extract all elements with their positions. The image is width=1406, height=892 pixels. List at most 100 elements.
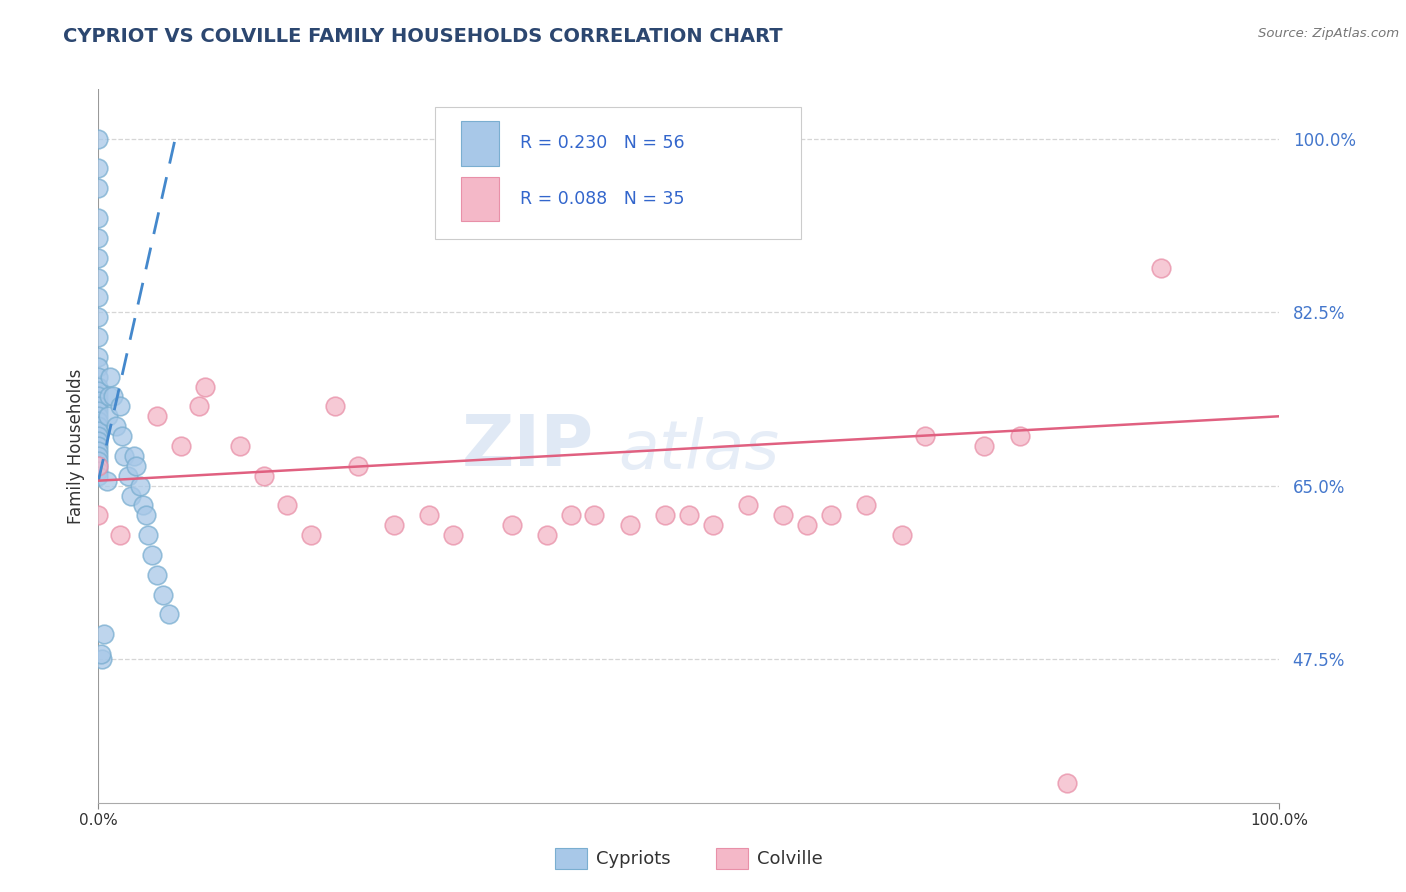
Point bbox=[536, 528, 558, 542]
Point bbox=[87, 310, 110, 325]
Point bbox=[87, 468, 110, 483]
Point bbox=[973, 439, 995, 453]
Point bbox=[121, 489, 143, 503]
Point bbox=[135, 508, 157, 523]
Point bbox=[87, 132, 110, 146]
Point bbox=[87, 290, 110, 304]
Point bbox=[157, 607, 180, 622]
Point bbox=[772, 508, 794, 523]
Text: atlas: atlas bbox=[619, 417, 779, 483]
Point bbox=[299, 528, 322, 542]
Point bbox=[187, 400, 209, 414]
Point bbox=[87, 434, 110, 448]
Point bbox=[87, 419, 110, 434]
Point bbox=[101, 389, 124, 403]
Point bbox=[117, 468, 139, 483]
FancyBboxPatch shape bbox=[461, 121, 499, 166]
Point bbox=[146, 567, 169, 582]
Point bbox=[194, 379, 217, 393]
Point bbox=[87, 409, 110, 424]
Point bbox=[890, 528, 912, 542]
Point bbox=[141, 548, 163, 562]
Point bbox=[90, 647, 112, 661]
Point bbox=[122, 449, 145, 463]
Point bbox=[87, 251, 110, 265]
Point bbox=[678, 508, 700, 523]
Point bbox=[87, 181, 110, 195]
Point bbox=[97, 409, 120, 424]
Point bbox=[796, 518, 818, 533]
Point bbox=[170, 439, 193, 453]
Point bbox=[1008, 429, 1031, 443]
Point bbox=[347, 458, 370, 473]
Point bbox=[146, 409, 169, 424]
Point bbox=[323, 400, 346, 414]
Point bbox=[132, 499, 155, 513]
Text: ZIP: ZIP bbox=[463, 411, 595, 481]
Point bbox=[87, 211, 110, 225]
Point bbox=[108, 400, 131, 414]
Text: CYPRIOT VS COLVILLE FAMILY HOUSEHOLDS CORRELATION CHART: CYPRIOT VS COLVILLE FAMILY HOUSEHOLDS CO… bbox=[63, 27, 783, 45]
Point bbox=[737, 499, 759, 513]
Point bbox=[98, 389, 121, 403]
Point bbox=[87, 231, 110, 245]
Point bbox=[91, 652, 114, 666]
Point bbox=[96, 474, 118, 488]
Point bbox=[229, 439, 252, 453]
Point bbox=[125, 458, 148, 473]
Point bbox=[87, 350, 110, 364]
Point bbox=[87, 439, 110, 453]
Point bbox=[87, 458, 110, 473]
Point bbox=[253, 468, 276, 483]
Legend: Cypriots, Colville: Cypriots, Colville bbox=[547, 840, 831, 876]
Point bbox=[619, 518, 641, 533]
Point bbox=[87, 359, 110, 374]
Point bbox=[87, 161, 110, 176]
Point bbox=[914, 429, 936, 443]
Point bbox=[112, 449, 135, 463]
Text: R = 0.230   N = 56: R = 0.230 N = 56 bbox=[520, 135, 685, 153]
Point bbox=[111, 429, 134, 443]
FancyBboxPatch shape bbox=[434, 107, 801, 239]
Point bbox=[87, 270, 110, 285]
Point bbox=[560, 508, 582, 523]
Point bbox=[382, 518, 405, 533]
Point bbox=[501, 518, 523, 533]
Point bbox=[855, 499, 877, 513]
Point bbox=[87, 464, 110, 478]
Point bbox=[87, 404, 110, 418]
Point bbox=[108, 528, 131, 542]
Point bbox=[418, 508, 440, 523]
Point bbox=[87, 458, 110, 473]
FancyBboxPatch shape bbox=[461, 177, 499, 221]
Point bbox=[87, 394, 110, 409]
Point bbox=[128, 478, 150, 492]
Y-axis label: Family Households: Family Households bbox=[66, 368, 84, 524]
Point bbox=[820, 508, 842, 523]
Point bbox=[276, 499, 298, 513]
Point bbox=[583, 508, 606, 523]
Point bbox=[152, 588, 174, 602]
Point bbox=[87, 449, 110, 463]
Point bbox=[93, 627, 115, 641]
Point bbox=[654, 508, 676, 523]
Point bbox=[87, 424, 110, 438]
Point bbox=[87, 454, 110, 468]
Point bbox=[87, 389, 110, 403]
Point bbox=[87, 379, 110, 393]
Point bbox=[87, 429, 110, 443]
Point bbox=[87, 508, 110, 523]
Point bbox=[1150, 260, 1173, 275]
Point bbox=[105, 419, 128, 434]
Point bbox=[87, 330, 110, 344]
Point bbox=[87, 384, 110, 399]
Point bbox=[98, 369, 121, 384]
Text: Source: ZipAtlas.com: Source: ZipAtlas.com bbox=[1258, 27, 1399, 40]
Point bbox=[87, 400, 110, 414]
Point bbox=[1056, 776, 1078, 790]
Point bbox=[136, 528, 159, 542]
Point bbox=[87, 369, 110, 384]
Point bbox=[87, 444, 110, 458]
Point bbox=[441, 528, 464, 542]
Text: R = 0.088   N = 35: R = 0.088 N = 35 bbox=[520, 190, 685, 208]
